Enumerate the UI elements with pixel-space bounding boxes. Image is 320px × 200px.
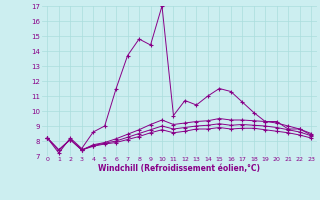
X-axis label: Windchill (Refroidissement éolien,°C): Windchill (Refroidissement éolien,°C) bbox=[98, 164, 260, 173]
